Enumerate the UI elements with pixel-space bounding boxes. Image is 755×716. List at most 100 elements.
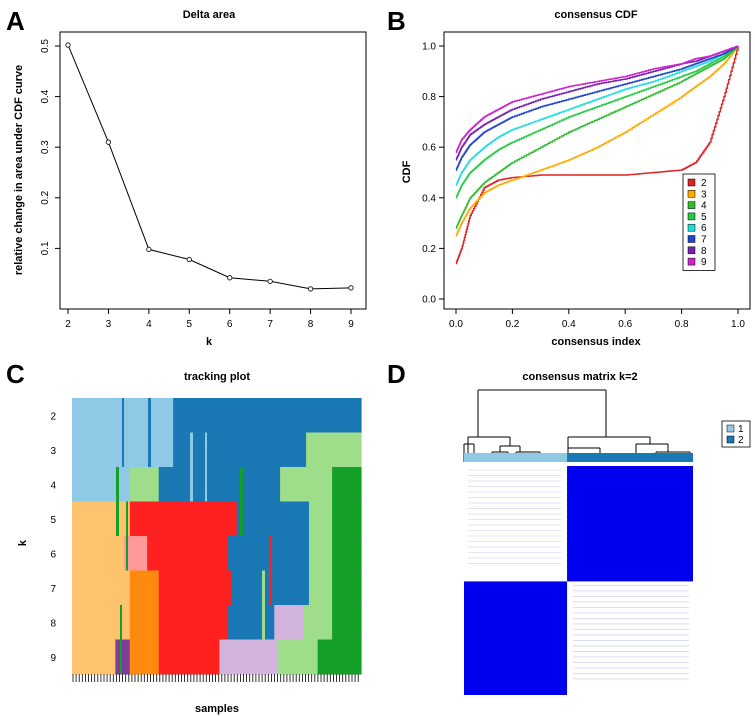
tracking-cell <box>129 467 160 502</box>
x-tick-label: 0.4 <box>562 319 576 330</box>
y-tick-label: 0.4 <box>422 193 436 204</box>
y-tick-label: 0.1 <box>40 241 51 255</box>
cdf-series-line <box>455 46 739 229</box>
panel-c-title: tracking plot <box>184 371 250 383</box>
tracking-streak <box>148 398 151 467</box>
tracking-streak <box>120 605 122 674</box>
legend-swatch <box>687 212 696 221</box>
tracking-cell <box>147 536 166 571</box>
panel-b-x-label: consensus index <box>551 336 641 348</box>
panel-a-y-label: relative change in area under CDF curve <box>13 65 25 275</box>
x-tick-label: 0.2 <box>505 319 519 330</box>
delta-area-point <box>146 246 152 253</box>
tracking-streak <box>262 570 265 640</box>
tracking-cell <box>332 467 362 502</box>
tracking-cell <box>72 467 131 502</box>
cluster-bar-2 <box>567 453 693 462</box>
tracking-cell <box>158 570 174 606</box>
tracking-row-label: 2 <box>50 411 56 422</box>
tracking-cell <box>158 605 171 640</box>
tracking-cell <box>173 398 362 433</box>
tracking-cell <box>277 639 319 675</box>
legend-swatch <box>687 178 696 187</box>
delta-area-point <box>227 275 233 281</box>
panel-a-title: Delta area <box>183 9 236 21</box>
legend-label: 4 <box>701 201 707 212</box>
tracking-cell <box>332 501 362 537</box>
tracking-cell <box>308 570 333 606</box>
x-tick-label: 3 <box>106 319 112 330</box>
tracking-cell <box>129 570 160 606</box>
legend-swatch <box>687 223 696 232</box>
tracking-cell <box>308 536 333 571</box>
delta-area-point <box>186 256 192 263</box>
panel-d-dendrogram <box>463 389 691 462</box>
tracking-streak <box>116 467 119 536</box>
panel-a-y-axis: 0.1 0.2 0.3 0.4 0.5 <box>40 39 60 255</box>
panel-c-y-label: k <box>17 539 29 546</box>
matrix-legend-swatch <box>726 424 735 433</box>
tracking-cell <box>173 432 307 468</box>
x-tick-label: 2 <box>65 319 71 330</box>
x-tick-label: 8 <box>308 319 314 330</box>
panel-letter-c: C <box>6 359 25 389</box>
x-tick-label: 0.0 <box>449 319 463 330</box>
tracking-cell <box>332 605 362 640</box>
delta-area-point <box>65 42 71 48</box>
y-tick-label: 0.0 <box>422 295 436 306</box>
matrix-block-lower-left <box>464 581 568 695</box>
delta-area-point <box>348 285 354 291</box>
tracking-cell <box>158 639 220 675</box>
panel-letter-d: D <box>387 359 406 389</box>
panel-d: D consensus matrix k=2 12 <box>387 359 751 695</box>
tracking-cell <box>164 536 229 571</box>
legend-swatch <box>687 235 696 243</box>
y-tick-label: 0.6 <box>422 143 436 154</box>
matrix-legend-label: 1 <box>738 424 744 435</box>
matrix-legend-box <box>721 420 751 448</box>
panel-b-x-axis: 0.0 0.2 0.4 0.6 0.8 1.0 <box>449 309 745 330</box>
tracking-row-label: 9 <box>50 653 56 664</box>
delta-area-point <box>267 278 273 284</box>
legend-label: 6 <box>701 223 707 234</box>
delta-area-line <box>67 44 352 290</box>
legend-label: 8 <box>701 246 707 257</box>
tracking-cell <box>170 605 229 640</box>
tracking-row-label: 7 <box>50 584 56 595</box>
tracking-cell <box>158 467 281 502</box>
panel-a-series <box>65 42 354 292</box>
x-tick-label: 5 <box>187 319 193 330</box>
y-tick-label: 0.2 <box>40 190 51 204</box>
cdf-series-line <box>455 46 739 237</box>
legend-label: 9 <box>701 257 707 268</box>
y-tick-label: 0.5 <box>40 39 51 53</box>
panel-b-series <box>455 45 739 265</box>
cdf-series-line <box>455 46 739 199</box>
tracking-cell <box>219 639 278 675</box>
cdf-series-line <box>455 45 739 153</box>
tracking-row-label: 5 <box>50 515 56 526</box>
panel-d-matrix <box>464 466 693 695</box>
panel-b-y-label: CDF <box>401 160 413 183</box>
tracking-row-label: 4 <box>50 480 56 491</box>
legend-swatch <box>687 257 696 266</box>
delta-area-point <box>105 139 112 145</box>
panel-c-sample-ticks <box>72 674 359 682</box>
tracking-row-label: 8 <box>50 618 56 629</box>
panel-c-heatmap <box>72 398 362 675</box>
tracking-cell <box>306 432 362 468</box>
tracking-cell <box>280 467 333 502</box>
y-tick-label: 0.2 <box>422 244 436 255</box>
tracking-cell <box>308 501 333 537</box>
tracking-cell <box>228 536 310 571</box>
y-tick-label: 0.3 <box>40 140 51 154</box>
legend-label: 7 <box>701 235 707 246</box>
tracking-cell <box>228 605 275 640</box>
tracking-cell <box>115 639 131 675</box>
tracking-cell <box>173 570 232 606</box>
matrix-legend-swatch <box>726 435 735 444</box>
panel-c-x-label: samples <box>195 703 239 715</box>
tracking-cell <box>274 605 304 640</box>
